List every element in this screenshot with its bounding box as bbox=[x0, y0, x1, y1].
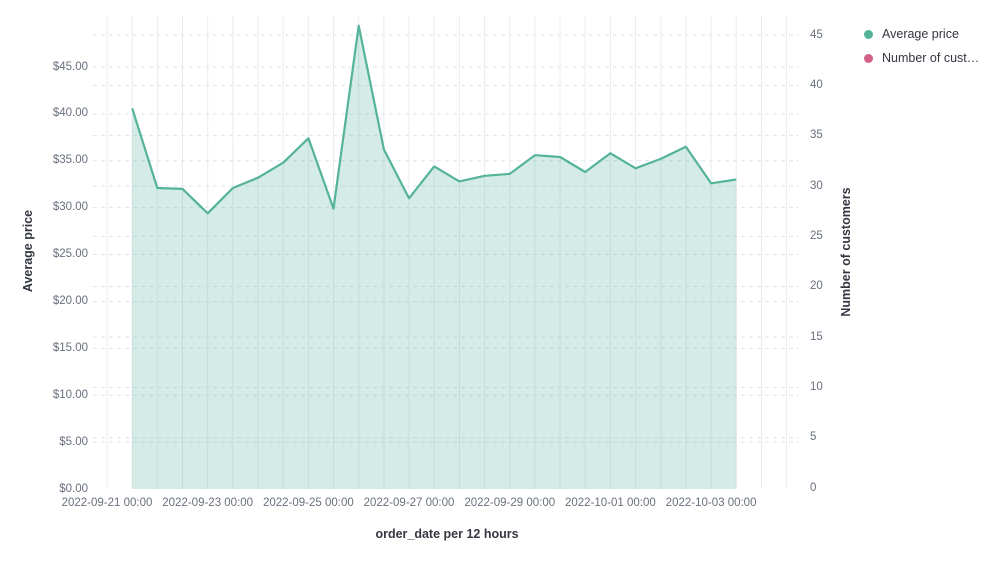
legend-item-label: Number of cust… bbox=[882, 51, 980, 65]
y-axis-right-title: Number of customers bbox=[839, 187, 853, 317]
legend-circle-icon bbox=[864, 53, 873, 63]
y-right-tick-label: 45 bbox=[810, 28, 823, 41]
y-right-tick-label: 0 bbox=[810, 481, 817, 494]
legend-item-average-price[interactable]: Average price bbox=[861, 22, 979, 46]
y-right-tick-label: 25 bbox=[810, 229, 823, 242]
y-left-tick-label: $25.00 bbox=[52, 248, 88, 261]
x-tick-label: 2022-10-01 00:00 bbox=[564, 497, 656, 509]
y-right-tick-label: 35 bbox=[810, 129, 823, 142]
y-left-tick-label: $35.00 bbox=[52, 154, 88, 167]
x-tick-label: 2022-09-25 00:00 bbox=[262, 497, 354, 509]
legend-item-number-of-cust[interactable]: Number of cust… bbox=[861, 46, 979, 70]
horizontal-gridlines bbox=[93, 34, 799, 443]
y-axis-left-title: Average price bbox=[21, 209, 35, 293]
x-tick-label: 2022-09-23 00:00 bbox=[162, 497, 254, 509]
x-tick-label: 2022-09-21 00:00 bbox=[61, 497, 153, 509]
y-left-tick-label: $5.00 bbox=[59, 435, 88, 448]
legend-circle-icon bbox=[864, 29, 873, 39]
legend: Average price Number of cust… bbox=[861, 22, 979, 70]
y-right-tick-label: 10 bbox=[810, 380, 823, 393]
y-left-tick-label: $10.00 bbox=[52, 388, 88, 401]
average-price-area[interactable] bbox=[132, 25, 737, 489]
y-left-tick-label: $20.00 bbox=[52, 294, 88, 307]
legend-item-label: Average price bbox=[882, 27, 959, 41]
y-left-tick-label: $45.00 bbox=[52, 60, 88, 73]
y-right-tick-label: 30 bbox=[810, 179, 823, 192]
y-right-tick-label: 5 bbox=[810, 431, 817, 444]
y-left-tick-label: $30.00 bbox=[52, 201, 88, 214]
x-axis-title: order_date per 12 hours bbox=[375, 527, 519, 541]
y-left-tick-label: $0.00 bbox=[59, 482, 88, 495]
x-tick-label: 2022-10-03 00:00 bbox=[665, 497, 757, 509]
vertical-gridlines bbox=[106, 15, 788, 489]
x-tick-label: 2022-09-29 00:00 bbox=[464, 497, 556, 509]
x-tick-label: 2022-09-27 00:00 bbox=[363, 497, 455, 509]
y-right-tick-label: 15 bbox=[810, 330, 823, 343]
y-right-tick-label: 40 bbox=[810, 78, 823, 91]
y-left-tick-label: $15.00 bbox=[52, 341, 88, 354]
average-price-line[interactable] bbox=[131, 24, 737, 215]
y-left-tick-label: $40.00 bbox=[52, 107, 88, 120]
y-right-tick-label: 20 bbox=[810, 280, 823, 293]
